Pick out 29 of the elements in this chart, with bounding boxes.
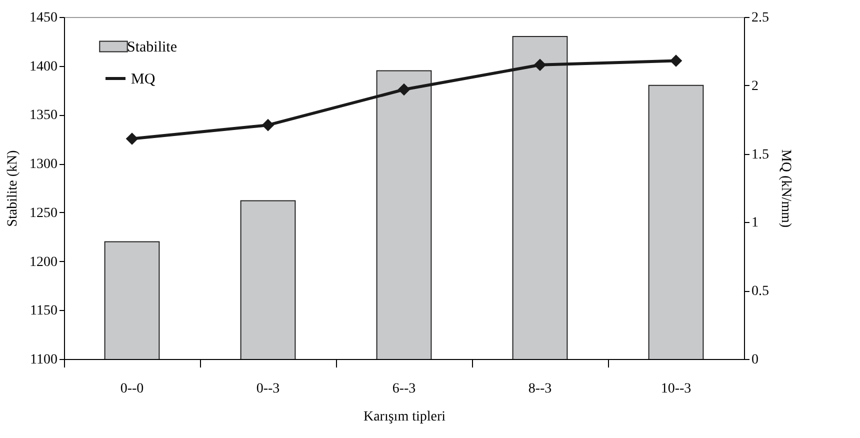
- point: [534, 59, 546, 71]
- y-tick-label: 1450: [30, 10, 58, 26]
- y2-tick-label: 1: [752, 216, 758, 231]
- y-axis-title: Stabilite (kN): [6, 150, 20, 227]
- y2-tick-label: 2.5: [752, 10, 769, 26]
- y2-tick-label: 2: [752, 78, 758, 94]
- x-tick-label: 6--3: [392, 382, 416, 396]
- x-tick-label: 0--0: [120, 382, 144, 396]
- point: [126, 133, 138, 144]
- y-tick-label: 1300: [30, 157, 58, 172]
- legend-label: MQ: [131, 72, 156, 88]
- y-tick-label: 1200: [30, 254, 58, 270]
- y2-tick-label: 0.5: [752, 284, 769, 300]
- y-tick-label: 1400: [30, 59, 58, 74]
- y2-tick-label: 0: [752, 352, 758, 368]
- y-tick-label: 1100: [30, 352, 58, 368]
- x-tick-label: 0--3: [256, 382, 280, 396]
- point: [398, 84, 410, 96]
- y-tick-label: 1250: [30, 206, 58, 221]
- x-tick-label: 8--3: [528, 382, 552, 396]
- y2-tick-label: 1.5: [752, 147, 769, 162]
- legend-label: Stabilite: [127, 40, 178, 56]
- x-tick-label: 10--3: [660, 382, 692, 396]
- y-tick-label: 1150: [30, 304, 58, 319]
- x-axis-title: Karışım tipleri: [363, 410, 446, 424]
- y-tick-label: 1350: [30, 108, 58, 124]
- point: [262, 119, 274, 131]
- y2-axis-title: MQ (kN/mm): [778, 149, 793, 228]
- point: [670, 55, 682, 67]
